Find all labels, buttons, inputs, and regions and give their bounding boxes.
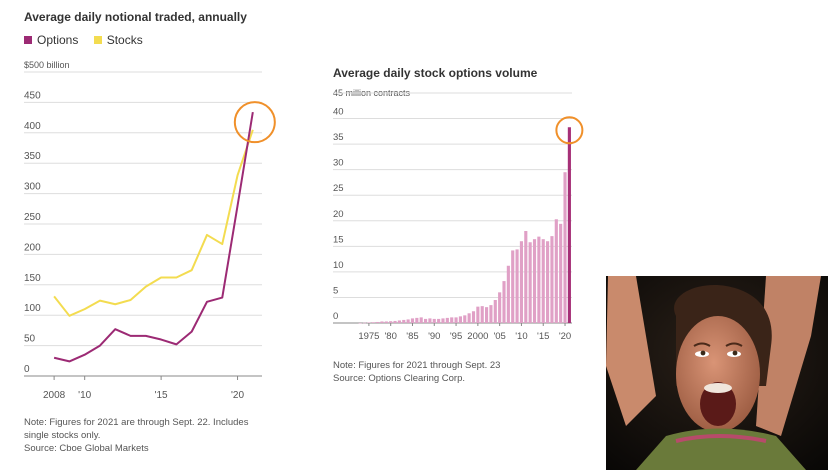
bar: [533, 239, 536, 323]
bar-chart-plot: 0 5 10 15 20 25 30 35 40 1975 '80 '85 '90 '95 2000 '05 '…: [320, 55, 590, 355]
bar: [411, 318, 414, 323]
bar: [550, 236, 553, 323]
bar: [516, 249, 519, 323]
source-line: Source: Cboe Global Markets: [24, 442, 248, 455]
y-tick-label: 50: [24, 334, 36, 345]
x-tick-label: '15: [155, 390, 168, 400]
x-tick-label: '10: [515, 331, 527, 342]
bar: [454, 317, 457, 323]
bar: [441, 318, 444, 323]
bar: [372, 322, 375, 323]
bar: [424, 319, 427, 323]
bar: [502, 281, 505, 323]
y-tick-label: 100: [24, 303, 41, 314]
bar: [529, 242, 532, 323]
bar: [359, 323, 362, 324]
y-tick-label: 10: [333, 260, 344, 271]
line-chart-plot: 0 50 100 150 200 250 300 350 400 450 2008 '10 '15 '20: [0, 0, 300, 400]
bar: [398, 320, 401, 323]
x-tick-label: '85: [406, 331, 418, 342]
bar: [428, 318, 431, 323]
y-tick-label: 150: [24, 273, 41, 284]
y-tick-label: 15: [333, 234, 344, 245]
bar: [420, 317, 423, 323]
notional-traded-chart: Average daily notional traded, annually …: [0, 0, 300, 470]
bar: [450, 317, 453, 323]
bar: [415, 318, 418, 323]
bar: [437, 319, 440, 323]
bar: [376, 322, 379, 323]
cheering-woman-photo: [606, 276, 828, 470]
bar: [489, 305, 492, 323]
y-tick-label: 5: [333, 285, 338, 296]
x-tick-label: '10: [78, 390, 91, 400]
note-line: Note: Figures for 2021 are through Sept.…: [24, 416, 248, 429]
bar: [507, 266, 510, 323]
x-tick-label: 1975: [358, 331, 379, 342]
bar: [524, 231, 527, 323]
bar: [468, 313, 471, 323]
chart-note: Note: Figures for 2021 through Sept. 23 …: [333, 359, 500, 385]
x-tick-label: '20: [231, 390, 244, 400]
x-tick-label: '05: [493, 331, 505, 342]
bar: [546, 241, 549, 323]
y-tick-label: 35: [333, 132, 344, 143]
bar: [494, 300, 497, 323]
photo-illustration: [606, 276, 828, 470]
y-tick-label: 450: [24, 90, 41, 101]
x-tick-label: '90: [428, 331, 440, 342]
bar: [389, 321, 392, 323]
x-tick-label: '20: [559, 331, 571, 342]
bar: [380, 321, 383, 323]
y-tick-label: 250: [24, 212, 41, 223]
bar: [559, 224, 562, 323]
bar: [446, 318, 449, 323]
y-tick-label: 0: [333, 311, 338, 322]
bar: [402, 320, 405, 323]
y-tick-label: 40: [333, 107, 344, 118]
bar: [433, 319, 436, 323]
bar: [511, 250, 514, 323]
bar: [476, 307, 479, 323]
bar: [393, 321, 396, 323]
bar: [498, 292, 501, 323]
bar: [407, 319, 410, 323]
note-line: single stocks only.: [24, 429, 248, 442]
note-line: Note: Figures for 2021 through Sept. 23: [333, 359, 500, 372]
y-tick-label: 30: [333, 158, 344, 169]
bar: [537, 237, 540, 323]
y-tick-label: 400: [24, 121, 41, 132]
y-tick-label: 200: [24, 242, 41, 253]
chart-note: Note: Figures for 2021 are through Sept.…: [24, 416, 248, 455]
bar: [363, 323, 366, 324]
bar: [472, 311, 475, 323]
y-tick-label: 20: [333, 209, 344, 220]
y-tick-label: 0: [24, 364, 30, 375]
y-tick-label: 300: [24, 182, 41, 193]
x-tick-label: '15: [537, 331, 549, 342]
bar: [459, 316, 462, 323]
y-tick-label: 350: [24, 151, 41, 162]
bar: [463, 315, 466, 323]
bar: [542, 239, 545, 323]
bar: [520, 241, 523, 323]
source-line: Source: Options Clearing Corp.: [333, 372, 500, 385]
bar: [555, 219, 558, 323]
bar: [367, 322, 370, 323]
x-tick-label: 2008: [43, 390, 66, 400]
bar: [485, 307, 488, 323]
x-tick-label: 2000: [467, 331, 488, 342]
bar: [481, 306, 484, 323]
bar: [568, 127, 571, 323]
bar: [385, 321, 388, 323]
x-tick-label: '95: [450, 331, 462, 342]
y-tick-label: 25: [333, 183, 344, 194]
highlight-circle: [235, 102, 275, 142]
bar: [563, 172, 566, 323]
options-volume-chart: Average daily stock options volume 45 mi…: [320, 55, 590, 415]
x-tick-label: '80: [384, 331, 396, 342]
